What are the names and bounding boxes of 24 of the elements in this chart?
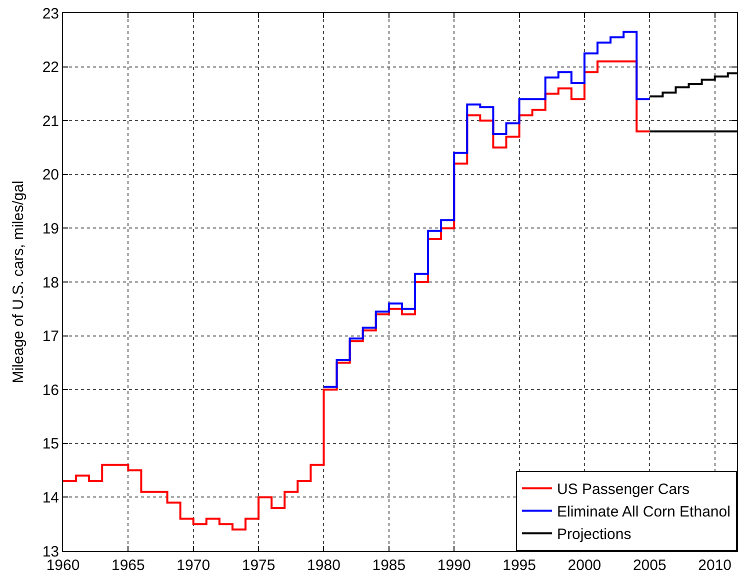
legend-label: US Passenger Cars [557,481,690,498]
x-tick-label: 1995 [502,557,536,574]
y-tick-label: 22 [42,59,59,76]
x-tick-label: 2000 [568,557,602,574]
y-axis-title: Mileage of U.S. cars, miles/gal [10,180,27,384]
x-tick-label: 1965 [111,557,145,574]
y-tick-label: 19 [42,220,59,238]
y-tick-label: 21 [42,112,59,130]
y-tick-label: 23 [42,5,59,22]
y-tick-label: 17 [42,328,59,346]
legend-label: Eliminate All Corn Ethanol [557,504,730,521]
x-tick-label: 2005 [632,557,666,574]
y-tick-label: 16 [42,382,59,399]
y-tick-label: 20 [42,166,59,184]
x-tick-label: 1970 [176,557,210,574]
x-tick-label: 1985 [372,557,406,574]
y-tick-label: 14 [42,489,59,506]
legend-label: Projections [557,526,632,544]
y-tick-label: 15 [42,436,59,453]
x-tick-label: 1980 [307,557,340,574]
x-tick-label: 1975 [242,557,276,574]
x-tick-label: 2010 [698,557,732,574]
x-tick-label: 1990 [437,557,471,574]
y-tick-label: 18 [42,274,59,292]
